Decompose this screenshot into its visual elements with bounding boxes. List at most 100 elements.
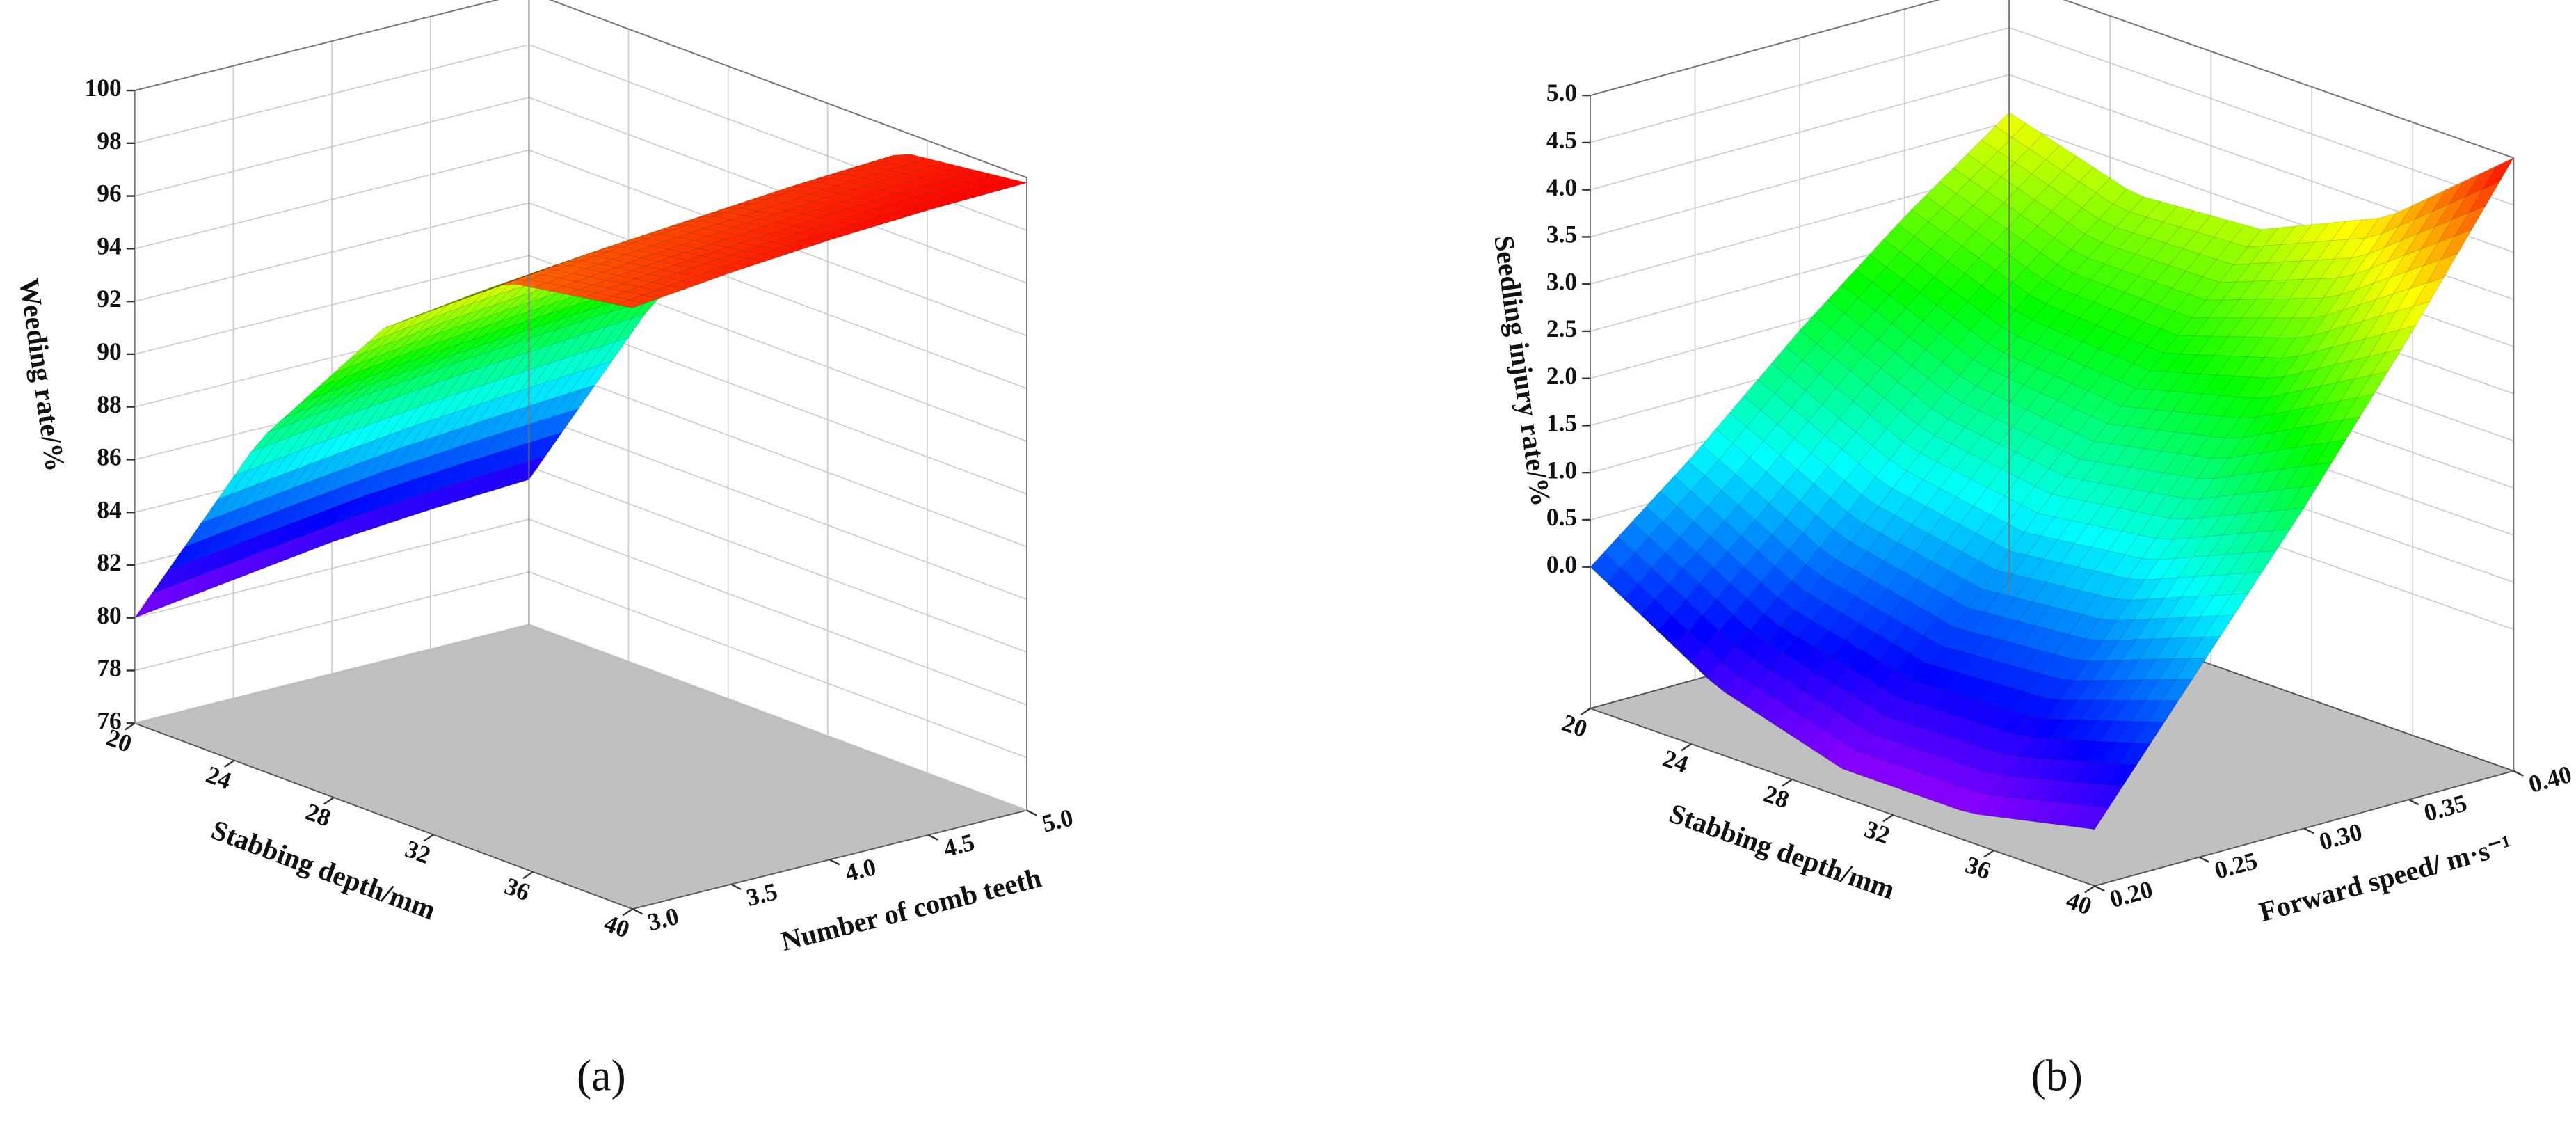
z-tick-label: 92 (97, 285, 121, 312)
x-tick (2084, 885, 2095, 894)
z-tick-label: 1.5 (1546, 409, 1577, 437)
z-tick-label: 96 (97, 180, 121, 207)
surface-patch (2202, 614, 2235, 637)
z-tick-label: 100 (85, 74, 122, 102)
z-tick-label: 76 (97, 706, 121, 734)
z-tick-label: 2.5 (1546, 315, 1577, 342)
surface-patch (2077, 805, 2109, 830)
x-tick (522, 871, 534, 880)
x-tick-label: 36 (1962, 850, 1994, 885)
y-tick (2303, 827, 2314, 834)
surface-patch (2370, 348, 2403, 376)
x-tick-label: 36 (501, 872, 534, 907)
z-tick-label: 94 (97, 232, 122, 260)
z-tick-label: 82 (97, 548, 121, 576)
surface-patch (2245, 550, 2277, 574)
surface-patch (957, 189, 988, 198)
x-tick (124, 722, 136, 731)
x-tick (223, 759, 235, 768)
x-tick (323, 797, 335, 805)
x-tick-label: 20 (1558, 708, 1591, 743)
z-tick-label: 86 (97, 443, 121, 471)
y-tick-label: 4.0 (842, 853, 879, 887)
x-tick-label: 40 (600, 909, 633, 944)
z-tick-label: 3.5 (1546, 221, 1577, 248)
surface-patch (2342, 394, 2375, 420)
z-axis-label: Weeding rate/% (13, 276, 71, 473)
surface-patch (2175, 657, 2207, 680)
y-tick (632, 908, 643, 915)
x-tick (1782, 779, 1793, 787)
x-tick-label: 24 (202, 760, 235, 795)
surface-patch (2468, 181, 2501, 214)
panel-label: (b) (2031, 1050, 2083, 1100)
z-tick-label: 2.0 (1546, 362, 1577, 390)
surface-patch (904, 204, 935, 213)
y-axis-label: Number of comb teeth (778, 862, 1044, 957)
z-tick-label: 4.5 (1546, 126, 1577, 154)
z-tick-label: 80 (97, 601, 121, 629)
y-tick-label: 0.40 (2526, 760, 2575, 798)
surface-patch (931, 197, 961, 205)
surface-patch (2189, 636, 2221, 659)
y-tick (829, 859, 840, 866)
surface-patch (2440, 229, 2472, 260)
surface-patch (918, 200, 948, 209)
y-tick (1026, 809, 1037, 816)
surface-patch (2259, 529, 2291, 553)
surface-patch (2384, 325, 2417, 354)
x-tick (1882, 814, 1894, 823)
box-edge (548, 0, 1027, 179)
y-tick-label: 4.5 (941, 828, 977, 863)
z-tick-label: 90 (97, 338, 121, 365)
surface-patch (982, 182, 1015, 191)
x-tick (423, 834, 434, 842)
surface-patch (615, 299, 647, 308)
surface-patch (2314, 439, 2347, 466)
x-tick (1983, 850, 1994, 858)
z-tick-label: 84 (97, 495, 122, 523)
y-tick (2513, 770, 2524, 777)
surface-patch (2216, 593, 2249, 617)
surface-patch (2301, 461, 2333, 488)
box-edge (1590, 0, 1941, 97)
y-tick (2199, 856, 2210, 863)
box-edge (134, 0, 499, 91)
z-tick-label: 4.0 (1546, 173, 1577, 201)
x-tick-label: 40 (2063, 886, 2095, 920)
y-axis-label: Forward speed/ m·s⁻¹ (2256, 829, 2515, 928)
y-tick (2094, 885, 2105, 892)
surface-patch (2105, 763, 2137, 787)
y-tick-label: 3.5 (744, 877, 781, 912)
surface-patch (2398, 301, 2431, 331)
surface-patch (970, 186, 1002, 194)
y-tick (927, 834, 939, 841)
x-tick-label: 28 (302, 798, 335, 832)
surface-patch (2356, 371, 2389, 398)
x-tick-label: 32 (401, 834, 434, 869)
x-tick (1681, 743, 1692, 752)
x-tick-label: 28 (1760, 779, 1793, 814)
surface-patch (944, 193, 975, 202)
z-tick-label: 88 (97, 390, 121, 418)
z-tick-label: 0.0 (1546, 550, 1577, 578)
y-tick-label: 5.0 (1039, 803, 1076, 838)
x-tick-label: 32 (1861, 815, 1894, 849)
z-tick-label: 98 (97, 127, 121, 154)
box-edge (2063, 0, 2514, 159)
y-tick (730, 883, 742, 890)
z-tick-label: 1.0 (1546, 456, 1577, 484)
y-tick-label: 3.0 (645, 902, 682, 937)
x-tick (1580, 708, 1591, 716)
z-tick-label: 78 (97, 654, 121, 682)
surface-patch (2133, 721, 2166, 744)
x-tick-label: 24 (1659, 744, 1692, 779)
surface-patch (2426, 253, 2458, 284)
surface-patch (2287, 484, 2319, 510)
z-tick-label: 3.0 (1546, 267, 1577, 295)
x-tick (622, 908, 633, 917)
chart: 0.0 0.5 1.0 1.5 2.0 2.5 3.0 3.5 4.0 4.5 5.0 20 24 28 3… (1488, 0, 2575, 1100)
